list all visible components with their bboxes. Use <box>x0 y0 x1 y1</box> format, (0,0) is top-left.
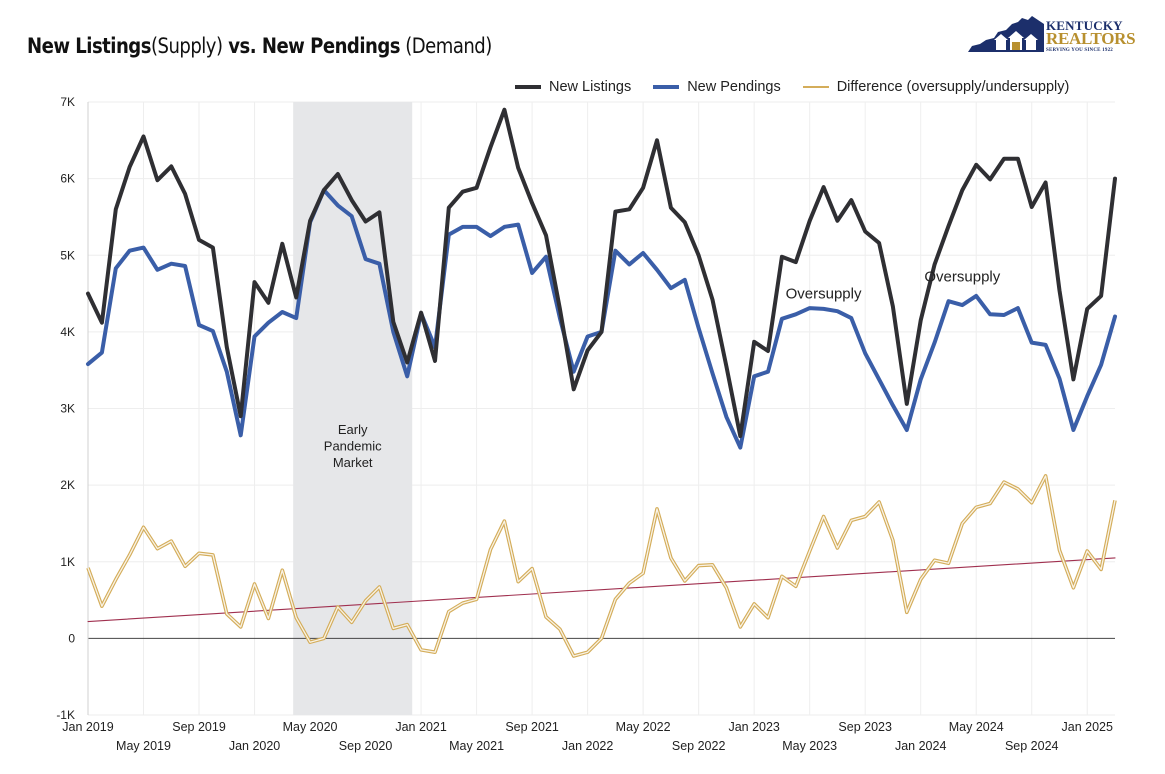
x-tick-label: May 2021 <box>449 739 504 753</box>
legend-swatch-listings <box>515 85 541 89</box>
title-bold-b: vs. New Pendings <box>222 34 400 58</box>
x-tick-label: Sep 2022 <box>672 739 726 753</box>
x-tick-label: May 2022 <box>616 720 671 734</box>
chart-title: New Listings(Supply) vs. New Pendings (D… <box>27 34 492 58</box>
x-tick-label: Sep 2020 <box>339 739 393 753</box>
x-tick-label: May 2023 <box>782 739 837 753</box>
x-tick-label: Jan 2024 <box>895 739 946 753</box>
y-tick-label: 5K <box>60 248 75 262</box>
title-light-b: (Demand) <box>399 34 492 58</box>
series-new-listings <box>86 107 1117 439</box>
x-tick-label: Sep 2024 <box>1005 739 1059 753</box>
x-tick-label: May 2019 <box>116 739 171 753</box>
series-difference-outer <box>86 474 1117 658</box>
x-tick-label: Jan 2025 <box>1062 720 1113 734</box>
legend-item-listings[interactable]: New Listings <box>515 79 631 95</box>
legend-item-difference[interactable]: Difference (oversupply/undersupply) <box>802 79 1070 95</box>
logo-tagline: SERVING YOU SINCE 1922 <box>1046 48 1113 53</box>
legend: New Listings New Pendings Difference (ov… <box>515 79 1069 95</box>
shade-label: Pandemic <box>324 439 382 454</box>
y-tick-label: 6K <box>60 172 75 186</box>
x-tick-label: Jan 2019 <box>62 720 113 734</box>
series-trend <box>87 557 1116 623</box>
legend-label-pendings: New Pendings <box>687 79 781 95</box>
kentucky-state-icon <box>968 16 1044 52</box>
series-difference-inner <box>87 475 1116 657</box>
x-tick-label: Jan 2022 <box>562 739 613 753</box>
x-tick-label: Sep 2019 <box>172 720 226 734</box>
legend-item-pendings[interactable]: New Pendings <box>653 79 781 95</box>
y-tick-label: 3K <box>60 402 75 416</box>
annotations: Oversupply Oversupply <box>786 269 1001 303</box>
y-tick-label: 7K <box>60 95 75 109</box>
title-light-a: (Supply) <box>150 34 223 58</box>
y-tick-label: 2K <box>60 478 75 492</box>
x-tick-label: Sep 2023 <box>838 720 892 734</box>
y-tick-label: -1K <box>56 708 75 722</box>
annotation-oversupply: Oversupply <box>786 286 862 303</box>
x-tick-label: Jan 2020 <box>229 739 280 753</box>
y-tick-label: 0 <box>68 631 75 645</box>
x-tick-label: May 2024 <box>949 720 1004 734</box>
series-group <box>86 107 1117 658</box>
x-tick-label: May 2020 <box>283 720 338 734</box>
legend-swatch-pendings <box>653 85 680 89</box>
x-tick-label: Jan 2023 <box>728 720 779 734</box>
legend-swatch-difference <box>802 86 829 88</box>
title-bold-a: New Listings <box>27 34 151 58</box>
logo-line2: REALTORS <box>1046 29 1136 48</box>
shade-label: Market <box>333 455 373 470</box>
logo-line1: KENTUCKY <box>1046 18 1123 33</box>
shade-label: Early <box>338 422 368 437</box>
y-tick-label: 1K <box>60 555 75 569</box>
legend-label-listings: New Listings <box>549 79 632 95</box>
x-tick-label: Jan 2021 <box>395 720 446 734</box>
legend-label-difference: Difference (oversupply/undersupply) <box>836 79 1070 95</box>
annotation-oversupply: Oversupply <box>924 269 1000 286</box>
x-tick-label: Sep 2021 <box>505 720 559 734</box>
kentucky-realtors-logo: KENTUCKY REALTORS SERVING YOU SINCE 1922 <box>966 14 1136 58</box>
y-tick-label: 4K <box>60 325 75 339</box>
